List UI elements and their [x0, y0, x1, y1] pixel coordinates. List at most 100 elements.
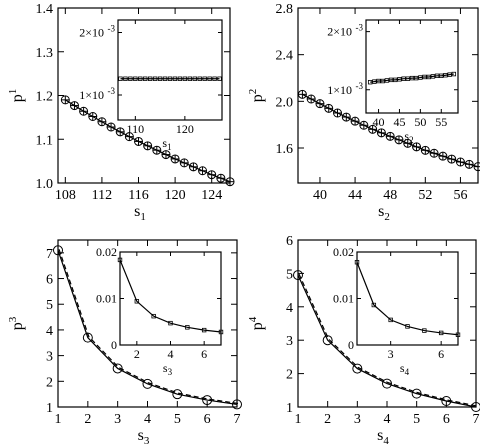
- inset-x-tick-label: 50: [414, 115, 426, 129]
- inset-data-point: [147, 76, 153, 81]
- data-point: [447, 154, 457, 164]
- inset-data-point: [192, 76, 197, 81]
- x-axis-label-sub: 3: [144, 435, 150, 447]
- data-point: [352, 363, 363, 374]
- inset-x-tick-label: 55: [435, 115, 447, 129]
- data-point: [152, 145, 162, 155]
- series-line: [65, 99, 231, 183]
- inset-data-point: [393, 77, 398, 83]
- data-point: [412, 142, 422, 152]
- inset-x-axis-label: s2: [404, 129, 413, 145]
- inset-y-tick-label: 1×10: [327, 83, 352, 97]
- inset-x-tick-label: 110: [127, 122, 145, 136]
- y-tick-label: 4: [46, 324, 53, 339]
- inset-data-point: [138, 76, 143, 81]
- data-point: [438, 151, 448, 161]
- inset-data-point: [367, 79, 373, 85]
- data-point: [333, 108, 343, 118]
- data-point: [88, 112, 98, 121]
- inset-x-axis-label: s1: [162, 136, 171, 152]
- data-point: [394, 135, 404, 145]
- data-point: [170, 154, 180, 164]
- inset-data-point: [143, 76, 148, 81]
- x-tick-label: 44: [348, 188, 362, 203]
- panel-top-right: 40 44 48 52 56 1.6 2.0 2.4 2.8 s2 p2 40 45 50 55 1×10 -3…: [247, 2, 480, 223]
- inset-data-point: [187, 76, 193, 81]
- y-tick-label: 5: [286, 267, 293, 282]
- inset-data-point: [455, 332, 461, 337]
- data-point: [315, 99, 325, 109]
- inset-y-tick-exponent: -3: [108, 86, 116, 96]
- data-point: [69, 101, 79, 111]
- x-tick-label: 3: [354, 412, 361, 427]
- x-tick-label: 3: [114, 412, 121, 427]
- inset-x-axis-label-sub: 3: [168, 367, 173, 377]
- inset-data-point: [376, 78, 381, 84]
- x-tick-label: 7: [234, 412, 241, 427]
- x-tick-label: 116: [128, 188, 148, 203]
- data-point: [207, 170, 217, 180]
- inset-data-point: [197, 76, 202, 81]
- data-point: [411, 388, 422, 399]
- inset-x-tick-label: 45: [393, 115, 405, 129]
- data-point: [324, 103, 334, 113]
- series-line: [297, 274, 477, 408]
- inset-data-point: [207, 76, 212, 81]
- inset-y-tick-label: 0: [111, 338, 117, 352]
- x-axis-label-sub: 1: [140, 211, 146, 223]
- inset-data-point: [388, 317, 393, 323]
- inset-data-point: [117, 257, 123, 263]
- inset-series-line: [356, 262, 459, 336]
- inset-series-line: [370, 73, 454, 83]
- inset-data-point: [451, 71, 457, 77]
- inset-data-point: [133, 76, 138, 81]
- inset-x-axis-label: s3: [163, 361, 173, 377]
- inset-y-tick-exponent: -3: [108, 24, 116, 34]
- x-tick-label: 6: [443, 412, 450, 427]
- y-tick-label: 1: [46, 401, 53, 416]
- inset-y-tick-label: 0.02: [333, 245, 354, 259]
- panel-top-left: 108 112 116 120 124 1.0 1.1 1.2 1.3 1.4 s1 p1 110 120…: [7, 2, 235, 223]
- x-tick-label: 124: [201, 188, 222, 203]
- series-line-dashed: [298, 273, 478, 407]
- inset-bottom-left: 2 4 6 0 0.01 0.02 s3: [96, 245, 224, 377]
- inset-top-left: 110 120 1×10 -3 2×10 -3 s1: [79, 19, 223, 152]
- series-line: [57, 250, 238, 406]
- data-point: [368, 124, 378, 134]
- data-point: [341, 112, 351, 122]
- data-point: [124, 132, 134, 142]
- inset-data-point: [128, 76, 133, 81]
- plot-frame: [57, 239, 238, 408]
- x-tick-label: 2: [324, 412, 331, 427]
- x-tick-label: 48: [383, 188, 397, 203]
- data-point: [82, 332, 93, 343]
- inset-data-point: [162, 76, 168, 81]
- x-tick-label: 1: [295, 412, 302, 427]
- y-axis-label: p1: [7, 89, 26, 103]
- y-axis-label: p3: [7, 316, 26, 330]
- x-tick-label: 4: [384, 412, 391, 427]
- data-point: [420, 145, 430, 155]
- inset-data-point: [409, 75, 415, 81]
- inset-data-point: [388, 77, 394, 83]
- inset-data-point: [447, 72, 452, 77]
- inset-x-tick-label: 40: [373, 115, 385, 129]
- y-tick-label: 1.2: [36, 90, 54, 105]
- inset-data-point: [201, 327, 207, 333]
- data-point: [172, 389, 183, 400]
- plot-frame: [297, 7, 479, 184]
- inset-data-point: [434, 73, 440, 78]
- y-tick-label: 1.4: [36, 2, 54, 17]
- inset-x-axis-label-sub: 2: [409, 135, 414, 145]
- x-tick-label: 5: [174, 412, 181, 427]
- inset-data-point: [182, 76, 188, 81]
- x-tick-label: 7: [473, 412, 480, 427]
- inset-data-point: [405, 324, 410, 329]
- x-axis-label-sub: 2: [384, 211, 390, 223]
- data-point: [97, 117, 107, 127]
- y-tick-label: 3: [286, 334, 293, 349]
- inset-data-point: [151, 313, 156, 319]
- inset-data-point: [439, 73, 444, 78]
- inset-data-point: [118, 76, 123, 81]
